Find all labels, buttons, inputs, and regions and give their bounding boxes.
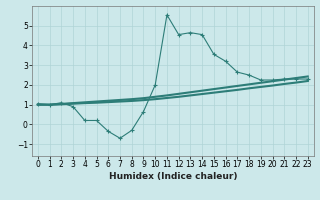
X-axis label: Humidex (Indice chaleur): Humidex (Indice chaleur)	[108, 172, 237, 181]
